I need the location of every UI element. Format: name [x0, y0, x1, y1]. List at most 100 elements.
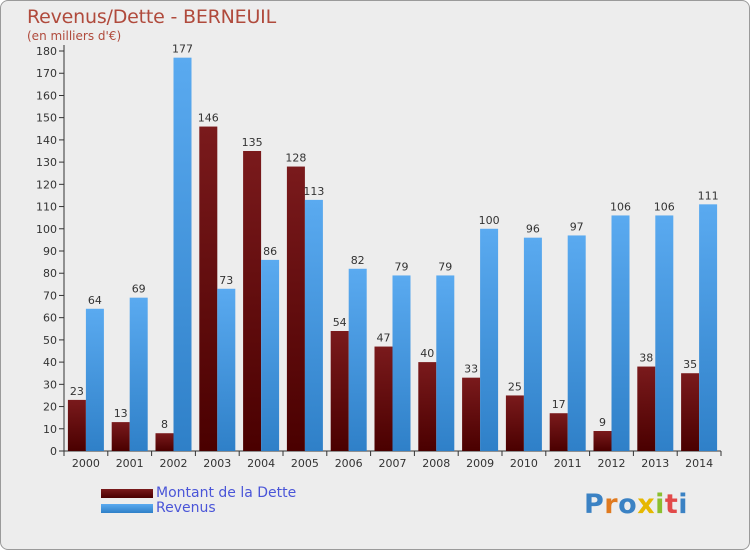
- x-tick-label: 2010: [510, 457, 538, 470]
- data-label: 13: [114, 407, 128, 420]
- bar-dette: [286, 166, 305, 452]
- bar-revenus: [129, 297, 148, 451]
- y-tick-label: 20: [43, 401, 57, 414]
- data-label: 113: [303, 185, 324, 198]
- x-tick-label: 2005: [291, 457, 319, 470]
- bar-revenus: [304, 199, 323, 451]
- x-tick-label: 2014: [685, 457, 713, 470]
- y-tick-label: 90: [43, 245, 57, 258]
- logo-letter: x: [637, 489, 656, 520]
- data-label: 73: [219, 274, 233, 287]
- y-tick-label: 70: [43, 289, 57, 302]
- x-tick-label: 2002: [160, 457, 188, 470]
- bar-dette: [549, 413, 568, 451]
- bar-dette: [199, 126, 218, 452]
- logo-letter: r: [604, 489, 619, 520]
- data-label: 79: [395, 260, 409, 273]
- data-label: 47: [377, 332, 391, 345]
- bar-dette: [637, 366, 656, 451]
- x-tick-label: 2007: [379, 457, 407, 470]
- y-tick-label: 60: [43, 312, 57, 325]
- y-tick-label: 50: [43, 334, 57, 347]
- data-label: 135: [242, 136, 263, 149]
- bar-dette: [111, 422, 130, 451]
- data-label: 96: [526, 223, 540, 236]
- y-tick-label: 170: [36, 67, 57, 80]
- logo-letter: i: [678, 489, 689, 520]
- bar-revenus: [480, 228, 499, 451]
- data-label: 79: [438, 260, 452, 273]
- data-label: 97: [570, 220, 584, 233]
- bar-revenus: [261, 259, 280, 451]
- y-tick-label: 0: [50, 445, 57, 458]
- x-tick-label: 2000: [72, 457, 100, 470]
- y-tick-label: 110: [36, 201, 57, 214]
- y-tick-label: 10: [43, 423, 57, 436]
- bar-dette: [681, 373, 700, 451]
- y-tick-label: 120: [36, 178, 57, 191]
- legend-label-revenus: Revenus: [156, 500, 216, 516]
- bar-revenus: [699, 204, 718, 451]
- data-label: 146: [198, 112, 219, 125]
- y-tick-label: 40: [43, 356, 57, 369]
- bar-revenus: [348, 268, 367, 451]
- bar-dette: [330, 331, 349, 451]
- bars-layer: [67, 57, 718, 452]
- y-tick-label: 180: [36, 45, 57, 58]
- bar-dette: [462, 377, 481, 451]
- x-tick-label: 2009: [466, 457, 494, 470]
- data-label: 106: [654, 200, 675, 213]
- logo-letter: i: [655, 489, 665, 520]
- bar-dette: [418, 362, 437, 451]
- y-tick-label: 150: [36, 112, 57, 125]
- data-label: 33: [464, 363, 478, 376]
- data-label: 69: [132, 283, 146, 296]
- bar-revenus: [655, 215, 674, 451]
- logo-letter: o: [618, 489, 638, 520]
- bar-revenus: [567, 235, 586, 451]
- proxiti-logo: Proxiti: [584, 489, 688, 520]
- data-label: 8: [161, 418, 168, 431]
- data-label: 82: [351, 254, 365, 267]
- data-label: 9: [599, 416, 606, 429]
- data-label: 106: [610, 200, 631, 213]
- bar-revenus: [173, 57, 192, 452]
- data-label: 25: [508, 380, 522, 393]
- x-tick-label: 2006: [335, 457, 363, 470]
- bar-dette: [505, 395, 524, 451]
- y-tick-label: 160: [36, 89, 57, 102]
- data-label: 128: [285, 152, 306, 165]
- bar-revenus: [85, 308, 104, 451]
- data-label: 86: [263, 245, 277, 258]
- bar-revenus: [392, 275, 411, 451]
- legend-swatch-dette: [101, 489, 153, 498]
- y-tick-label: 140: [36, 134, 57, 147]
- data-label: 64: [88, 294, 102, 307]
- data-label: 100: [479, 214, 500, 227]
- bar-dette: [67, 399, 86, 451]
- bar-revenus: [611, 215, 630, 451]
- logo-letter: t: [664, 489, 679, 520]
- logo-letter: P: [584, 489, 605, 520]
- data-label: 54: [333, 316, 347, 329]
- y-tick-label: 100: [36, 223, 57, 236]
- chart-subtitle: (en milliers d'€): [27, 29, 122, 43]
- bar-dette: [374, 346, 393, 451]
- legend-swatch-revenus: [101, 504, 153, 513]
- y-tick-label: 30: [43, 378, 57, 391]
- bar-revenus: [523, 237, 542, 451]
- x-tick-label: 2001: [116, 457, 144, 470]
- y-tick-label: 130: [36, 156, 57, 169]
- x-tick-label: 2011: [554, 457, 582, 470]
- x-tick-label: 2008: [422, 457, 450, 470]
- x-tick-label: 2012: [598, 457, 626, 470]
- bar-revenus: [436, 275, 455, 451]
- x-tick-label: 2003: [203, 457, 231, 470]
- x-tick-label: 2013: [641, 457, 669, 470]
- data-label: 35: [683, 358, 697, 371]
- bar-revenus: [217, 288, 236, 451]
- bar-dette: [593, 431, 612, 451]
- y-tick-label: 80: [43, 267, 57, 280]
- bar-dette: [243, 151, 262, 451]
